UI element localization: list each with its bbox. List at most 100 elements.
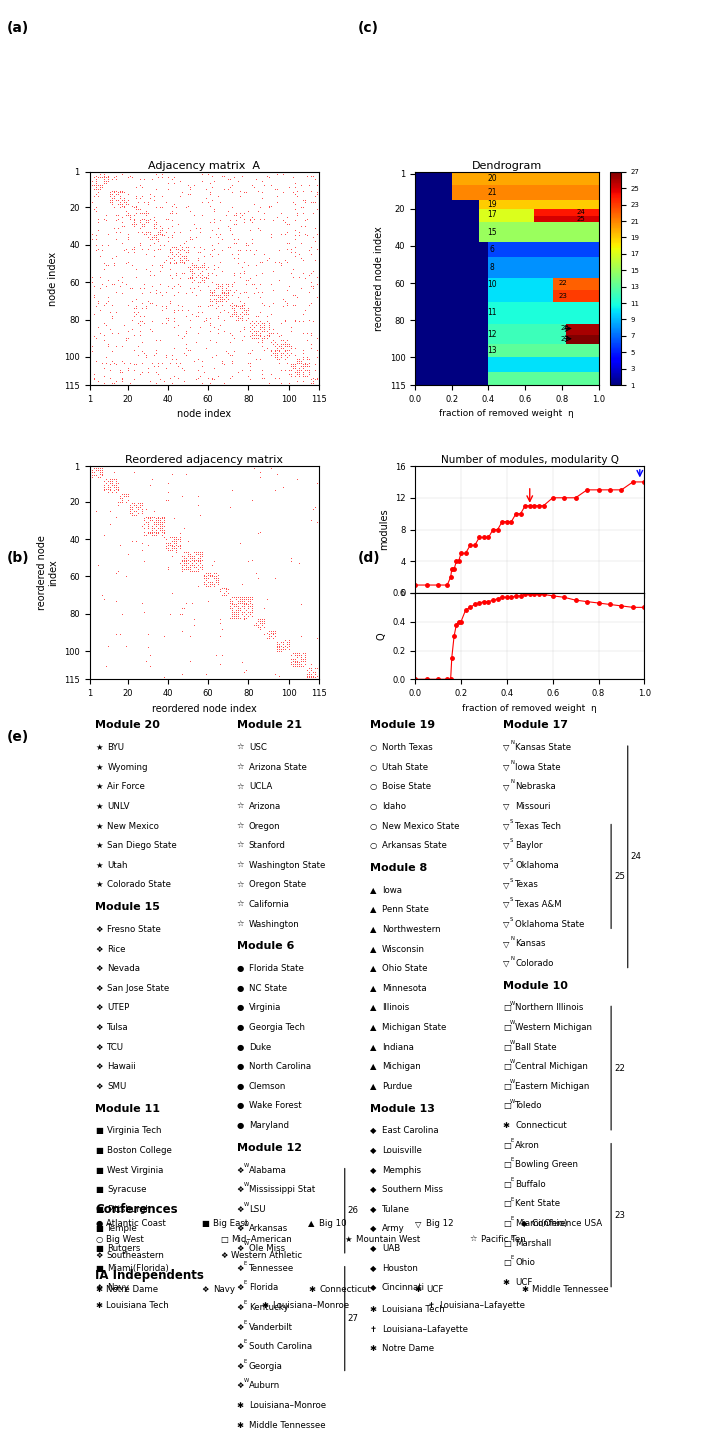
Point [257, 281, 268, 304]
Text: ▲: ▲ [369, 1022, 376, 1032]
Text: E: E [510, 1177, 513, 1181]
Point [257, 315, 268, 338]
Point [281, 334, 292, 357]
Text: □: □ [503, 1101, 511, 1110]
Point [128, 301, 140, 324]
Text: Kentucky: Kentucky [248, 1303, 289, 1312]
Point [188, 173, 200, 196]
Point [297, 374, 309, 397]
Point [228, 203, 240, 226]
Point [261, 309, 272, 332]
Point [303, 281, 314, 304]
Point [94, 465, 105, 488]
Point [313, 527, 324, 550]
Point [275, 372, 286, 395]
Point [110, 471, 122, 494]
Text: Indiana: Indiana [382, 1042, 414, 1051]
Point [208, 278, 220, 301]
Point [120, 272, 132, 295]
Point [216, 576, 228, 599]
Point [313, 315, 324, 338]
Point [213, 276, 224, 299]
Text: ●: ● [236, 1022, 244, 1032]
Point [238, 325, 250, 348]
Point [168, 299, 180, 322]
Point [150, 524, 162, 547]
Text: Hawaii: Hawaii [107, 1063, 136, 1071]
Point [88, 367, 100, 390]
Point [205, 329, 216, 352]
Text: N: N [510, 760, 514, 765]
Point [248, 175, 260, 198]
Point [238, 586, 250, 609]
Text: ◆: ◆ [369, 1204, 376, 1214]
Point [225, 209, 236, 232]
Point [174, 536, 185, 558]
Text: ○: ○ [369, 743, 377, 752]
Text: Maryland: Maryland [248, 1121, 289, 1130]
Point [146, 517, 158, 540]
Point [301, 358, 312, 381]
Point [309, 190, 321, 213]
Point [268, 367, 280, 390]
Point [138, 168, 150, 190]
Point [108, 185, 120, 208]
Point [193, 275, 204, 298]
Point [293, 221, 304, 243]
Point [309, 660, 321, 683]
Point [263, 627, 274, 650]
Point [150, 338, 162, 361]
Point [226, 196, 238, 219]
Point [231, 599, 242, 621]
Point [271, 162, 282, 185]
Point [211, 291, 222, 314]
Point [168, 245, 180, 268]
Point [138, 272, 150, 295]
Point [257, 362, 268, 385]
Point [186, 265, 198, 288]
Point [208, 315, 220, 338]
Point [124, 203, 135, 226]
Text: Utah: Utah [107, 861, 127, 869]
Text: ▽: ▽ [503, 841, 509, 851]
Point [148, 223, 160, 246]
Point [297, 357, 309, 379]
Point [128, 196, 140, 219]
Point [261, 326, 272, 349]
Point [190, 265, 202, 288]
Point [144, 291, 155, 314]
Point [297, 189, 309, 212]
Point [134, 314, 145, 337]
Point [110, 281, 122, 304]
Point [271, 636, 282, 659]
Text: ●: ● [95, 1220, 102, 1229]
Point [313, 367, 324, 390]
Point [183, 173, 194, 196]
Point [211, 284, 222, 306]
Point [180, 321, 192, 344]
Point [168, 531, 180, 554]
Point [173, 355, 184, 378]
Point [198, 238, 210, 261]
Point [112, 478, 123, 501]
Point [258, 242, 270, 265]
Point [195, 503, 206, 526]
Point [305, 667, 316, 690]
Text: 24: 24 [631, 852, 642, 861]
Point [287, 180, 299, 203]
Point [206, 175, 218, 198]
Point [236, 603, 248, 626]
Text: ☆: ☆ [236, 841, 244, 851]
Point [188, 556, 200, 579]
Text: ★: ★ [345, 1236, 352, 1244]
Point [277, 332, 289, 355]
Point [88, 302, 100, 325]
Point [303, 667, 314, 690]
Point [184, 258, 195, 281]
Point [163, 533, 174, 556]
Point [176, 484, 188, 507]
Point [271, 342, 282, 365]
Point [144, 259, 155, 282]
Point [98, 587, 110, 610]
Point [311, 471, 322, 494]
